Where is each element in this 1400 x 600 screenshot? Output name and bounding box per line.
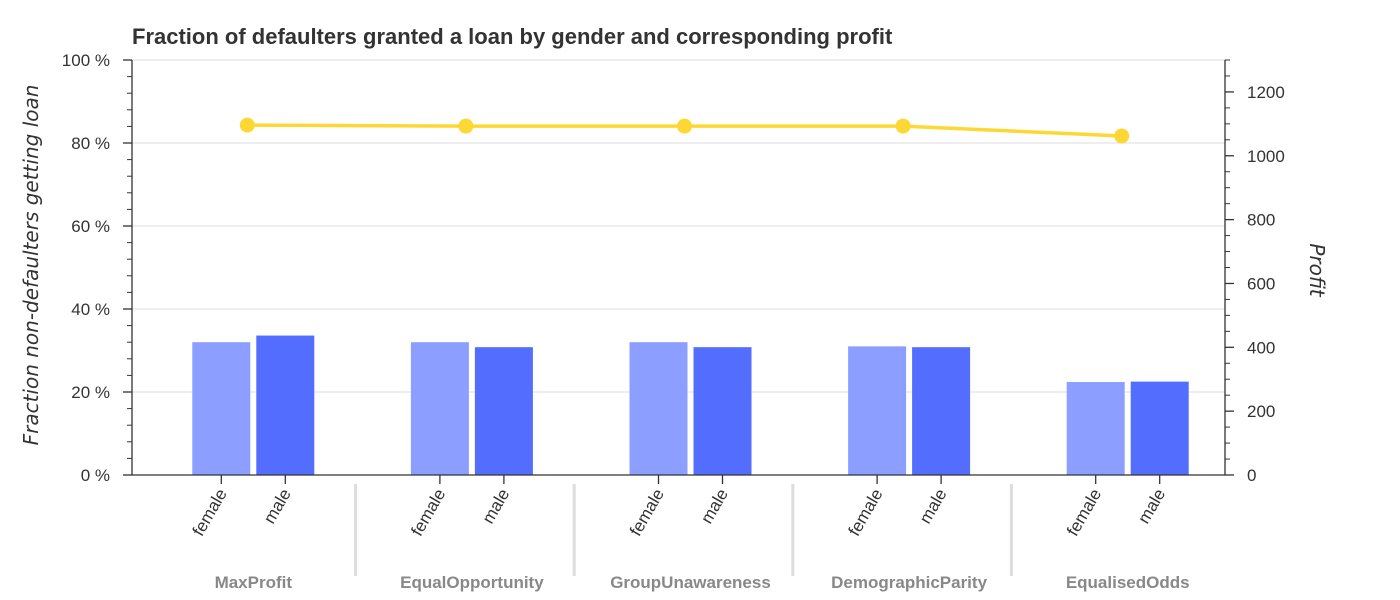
y2-tick-label: 600 xyxy=(1247,274,1275,293)
bar-female xyxy=(848,346,907,475)
x-sub-label: male xyxy=(478,486,513,527)
x-sub-label: female xyxy=(845,486,887,540)
profit-point xyxy=(895,118,911,134)
x-sub-label: female xyxy=(626,486,668,540)
profit-point xyxy=(239,117,255,133)
x-group-label: EqualOpportunity xyxy=(400,573,544,592)
y-tick-label: 40 % xyxy=(71,300,110,319)
bar-male xyxy=(693,347,752,475)
y2-tick-label: 0 xyxy=(1247,466,1256,485)
y2-tick-label: 1200 xyxy=(1247,83,1285,102)
y-axis-label: Fraction non-defaulters getting loan xyxy=(19,85,43,446)
x-group-label: EqualisedOdds xyxy=(1066,573,1190,592)
y2-axis-label: Profit xyxy=(1305,243,1329,297)
y-tick-label: 80 % xyxy=(71,134,110,153)
x-group-label: DemographicParity xyxy=(831,573,987,592)
y-tick-label: 60 % xyxy=(71,217,110,236)
gridlines xyxy=(132,59,1225,393)
x-sub-label: female xyxy=(407,486,449,540)
y2-tick-label: 1000 xyxy=(1247,147,1285,166)
x-sub-label: female xyxy=(1063,486,1105,540)
bar-female xyxy=(1066,382,1125,475)
x-sub-label: male xyxy=(916,486,951,527)
bar-female xyxy=(192,342,251,475)
y-tick-label: 100 % xyxy=(62,51,110,70)
x-sub-label: female xyxy=(189,486,231,540)
chart-title: Fraction of defaulters granted a loan by… xyxy=(132,24,893,49)
x-sub-label: male xyxy=(1134,486,1169,527)
bar-male xyxy=(256,335,315,475)
profit-line xyxy=(239,117,1130,144)
y2-tick-label: 200 xyxy=(1247,402,1275,421)
profit-point xyxy=(458,118,474,134)
profit-point xyxy=(677,118,692,134)
x-sub-label: male xyxy=(260,486,295,527)
profit-point xyxy=(1114,128,1130,144)
bar-male xyxy=(474,347,533,475)
y2-tick-label: 400 xyxy=(1247,338,1275,357)
y-tick-label: 20 % xyxy=(71,383,110,402)
bar-male xyxy=(1130,381,1189,475)
bars xyxy=(192,335,1189,475)
x-group-label: MaxProfit xyxy=(215,573,293,592)
x-sub-label: male xyxy=(697,486,732,527)
y2-tick-label: 800 xyxy=(1247,211,1275,230)
bar-male xyxy=(912,347,971,475)
x-group-label: GroupUnawareness xyxy=(610,573,771,592)
axes: 0 % 20 % 40 % 60 % 80 % 100 % 0 200 400 600 800 100… xyxy=(62,51,1285,485)
bar-female xyxy=(629,342,688,475)
x-axis-labels: female male MaxProfit female male EqualOpport… xyxy=(189,484,1190,592)
y-tick-label: 0 % xyxy=(81,466,110,485)
bar-female xyxy=(410,342,469,475)
